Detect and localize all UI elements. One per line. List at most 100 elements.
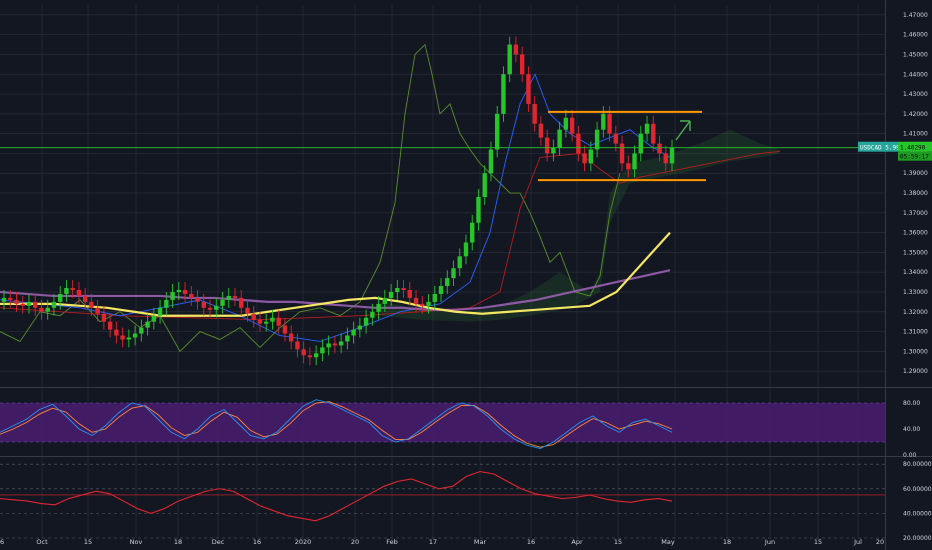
candle-body [626,163,631,170]
candle-body [26,301,32,306]
candle-body [445,278,450,287]
price-tick-label: 1.32000 [903,309,928,316]
candle-body [232,295,238,298]
time-tick-label: 17 [429,538,437,546]
rsi-tick-label: 60.00000 [903,486,932,493]
time-tick-label: Jul [853,538,862,546]
candle-body [157,307,163,316]
price-tick-label: 1.38000 [903,190,928,197]
candle-body [33,301,38,308]
candle-body [557,129,562,148]
price-tick-label: 1.39000 [903,170,928,177]
candle-body [39,307,44,312]
candle-body [594,129,600,150]
candle-body [363,317,369,326]
candle-body [176,290,182,292]
candle-body [276,317,281,326]
candle-body [245,307,250,314]
time-tick-label: 15 [84,538,92,546]
ma-fast-line [0,231,671,317]
candle-body [251,313,256,320]
candle-body [669,147,675,164]
candle-body [101,313,107,322]
candle-body [576,133,581,154]
candle-body [295,341,300,350]
price-tick-label: 1.44000 [903,71,928,78]
stoch-tick-label: 40.00 [903,426,920,433]
price-tick-label: 1.46000 [903,32,928,39]
price-tick-label: 1.30000 [903,348,928,355]
tenkan-sen-line [0,73,671,342]
candle-body [164,299,169,308]
candle-body [401,288,406,290]
rsi-tick-label: 40.00000 [903,510,932,517]
stoch-tick-label: 80.00 [903,400,920,407]
time-tick-label: Dec [212,538,225,546]
price-tick-label: 1.47000 [903,12,928,19]
time-tick-label: 2020 [295,538,312,546]
candle-body [151,315,157,322]
candle-body [307,355,313,358]
candle-body [107,321,113,330]
price-tick-label: 1.37000 [903,210,928,217]
time-tick-label: 15 [814,538,822,546]
candle-body [45,307,50,312]
candle-body [501,74,506,114]
candle-body [476,196,481,223]
stoch-tick-label: 0.00 [903,452,917,459]
time-tick-label: 15 [614,538,622,546]
candle-body [513,44,519,55]
price-tick-label: 1.36000 [903,230,928,237]
candle-body [20,303,25,306]
time-tick-label: 20 [876,538,884,546]
candle-body [313,353,319,358]
candle-body [438,286,444,294]
candle-body [282,325,288,334]
candle-body [413,297,419,304]
candle-body [470,222,475,243]
candle-body [226,295,231,300]
candle-body [638,133,643,154]
candle-body [432,293,437,302]
candle-body [82,295,88,302]
stoch-d-line [0,401,673,448]
stoch-k-line [0,399,673,449]
candle-body [51,301,57,308]
candle-body [214,305,219,310]
candle-body [563,117,569,130]
candle-body [132,333,138,338]
candle-body [207,307,213,310]
candle-body [632,153,637,170]
last-price-label: 1.40290 [900,145,926,152]
candle-body [351,329,356,336]
time-tick-label: 20 [351,538,359,546]
time-tick-label: Oct [36,538,48,546]
stoch-band [0,403,885,442]
candle-body [264,321,269,324]
time-tick-label: Nov [130,538,143,546]
candle-body [457,256,462,269]
candle-body [139,327,144,334]
price-tick-label: 1.33000 [903,289,928,296]
candle-body [8,297,13,300]
candle-body [451,268,456,279]
time-tick-label: Feb [386,538,398,546]
candle-body [651,123,656,144]
candle-body [644,123,650,134]
time-tick-label: 6 [0,538,4,546]
candle-body [613,133,619,144]
time-tick-label: Mar [474,538,487,546]
candle-body [388,291,394,298]
time-tick-label: May [661,538,675,546]
time-tick-label: 18 [723,538,731,546]
countdown-label: 05:59:17 [900,154,929,161]
candle-body [482,173,487,197]
candle-body [357,325,363,330]
time-tick-label: 16 [527,538,535,546]
time-axis: 6 Oct 15 Nov 18 Dec 16 2020 20 Feb 17 Mar 16 Apr 15 May… [0,538,884,546]
kijun-sen-line [0,151,781,321]
candle-body [120,335,125,340]
price-tick-label: 1.42000 [903,111,928,118]
